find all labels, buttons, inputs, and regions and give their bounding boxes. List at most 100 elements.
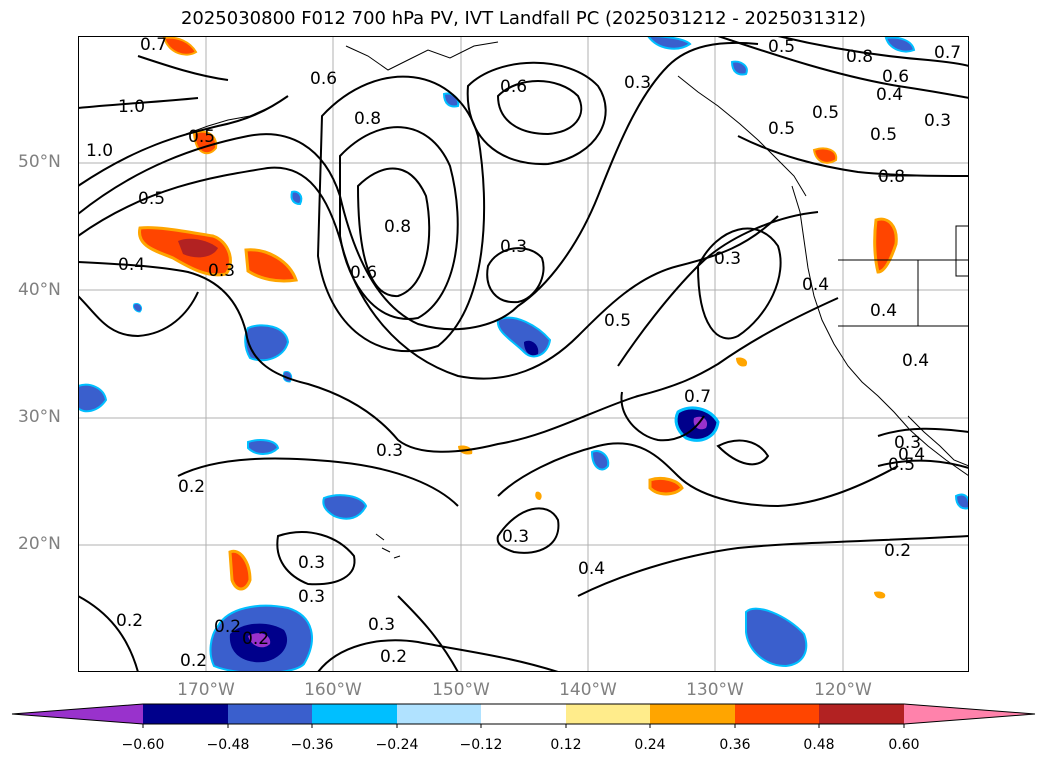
contour-label: 0.5 xyxy=(812,103,839,123)
contour-label: 0.2 xyxy=(116,611,143,631)
lon-label: 160°W xyxy=(304,680,362,700)
contour-line xyxy=(78,41,759,331)
contour-line xyxy=(486,247,545,304)
shading-blob xyxy=(535,491,542,500)
colorbar-swatch xyxy=(397,704,481,724)
pv-contours xyxy=(78,36,969,672)
baja-peninsula xyxy=(907,415,969,467)
contour-label: 0.3 xyxy=(624,73,651,93)
contour-line xyxy=(497,442,899,508)
alaska-coast xyxy=(345,41,499,71)
contour-label: 0.2 xyxy=(178,477,205,497)
map-panel: 0.7 0.6 0.5 0.8 0.6 1.0 0.8 0.5 0.6 0.3 … xyxy=(78,36,969,672)
shading-positive xyxy=(138,36,898,599)
lon-label: 120°W xyxy=(814,680,872,700)
contour-labels: 0.7 0.6 0.5 0.8 0.6 1.0 0.8 0.5 0.6 0.3 … xyxy=(86,36,961,671)
shading-blob xyxy=(178,238,218,258)
contour-label: 0.5 xyxy=(604,311,631,331)
colorbar-tick-label: 0.60 xyxy=(888,737,920,753)
shading-blob xyxy=(162,36,198,56)
contour-line xyxy=(317,639,559,672)
shading-blob xyxy=(884,36,916,53)
colorbar-swatch xyxy=(735,704,819,724)
shading-blob xyxy=(248,633,271,648)
contour-line xyxy=(577,535,969,597)
contour-label: 0.3 xyxy=(298,553,325,573)
contour-label: 1.0 xyxy=(86,141,113,161)
shading-blob xyxy=(954,493,969,510)
contour-label: 0.3 xyxy=(298,587,325,607)
contour-label: 0.3 xyxy=(208,261,235,281)
map-title: 2025030800 F012 700 hPa PV, IVT Landfall… xyxy=(180,8,867,29)
shading-blob xyxy=(290,190,303,206)
shading-blob xyxy=(496,316,552,358)
colorbar-tick-label: 0.36 xyxy=(719,737,751,753)
contour-label: 0.3 xyxy=(502,527,529,547)
contour-line xyxy=(466,61,607,166)
contour-line xyxy=(777,36,969,67)
shading-blob xyxy=(442,92,460,108)
colorbar-swatch xyxy=(312,704,397,724)
hawaii-islands xyxy=(375,533,401,559)
contour-label: 0.2 xyxy=(180,651,207,671)
contour-line xyxy=(356,167,431,298)
contour-label: 0.5 xyxy=(768,37,795,57)
contour-label: 0.4 xyxy=(876,85,903,105)
colorbar-ticks xyxy=(142,724,905,728)
contour-line xyxy=(696,227,782,340)
contour-label: 0.5 xyxy=(888,455,915,475)
colorbar-tick-label: −0.36 xyxy=(290,737,334,753)
colorbar-swatch xyxy=(143,704,228,724)
shading-blob xyxy=(133,303,143,313)
lat-label: 40°N xyxy=(18,280,61,300)
contour-label: 1.0 xyxy=(118,97,145,117)
colorbar-swatch xyxy=(819,704,904,724)
contour-line xyxy=(78,166,779,380)
contour-label: 0.4 xyxy=(902,351,929,371)
contour-label: 0.6 xyxy=(882,67,909,87)
west-coast xyxy=(791,185,969,477)
colorbar-swatch xyxy=(904,704,1035,724)
lat-label: 30°N xyxy=(18,407,61,427)
contour-label: 0.3 xyxy=(924,111,951,131)
contour-label: 0.5 xyxy=(188,127,215,147)
colorbar-swatch xyxy=(566,704,650,724)
colorbar-tick-label: −0.60 xyxy=(121,737,165,753)
colorbar-tick-label: −0.48 xyxy=(206,737,250,753)
lon-label: 130°W xyxy=(686,680,744,700)
contour-label: 0.4 xyxy=(118,255,145,275)
contour-line xyxy=(717,36,969,99)
contour-label: 0.3 xyxy=(500,237,527,257)
colorbar-swatch xyxy=(228,704,312,724)
contour-line xyxy=(339,126,459,321)
shading-blob xyxy=(874,591,886,599)
contour-label: 0.3 xyxy=(894,433,921,453)
lon-label: 150°W xyxy=(432,680,490,700)
shading-blob xyxy=(228,549,252,591)
contour-label: 0.2 xyxy=(380,647,407,667)
contour-label: 0.8 xyxy=(846,47,873,67)
shading-blob xyxy=(730,60,748,76)
contour-line xyxy=(737,135,969,177)
contour-line xyxy=(276,531,356,586)
contour-label: 0.5 xyxy=(870,125,897,145)
colorbar-tick-label: −0.12 xyxy=(459,737,503,753)
contour-line xyxy=(316,75,486,353)
contour-label: 0.3 xyxy=(714,249,741,269)
contour-line xyxy=(78,261,839,453)
shading-blob xyxy=(873,217,898,274)
lat-label: 20°N xyxy=(18,534,61,554)
shading-blob xyxy=(736,357,748,367)
colorbar-swatch xyxy=(481,704,566,724)
contour-label: 0.4 xyxy=(898,445,925,465)
contour-label: 0.7 xyxy=(934,43,961,63)
contour-line xyxy=(78,291,199,338)
colorbar-tick-label: 0.24 xyxy=(634,737,666,753)
shading-blob xyxy=(648,476,684,496)
graticule xyxy=(78,36,969,672)
contour-label: 0.5 xyxy=(138,189,165,209)
colorbar-tick-label: 0.48 xyxy=(803,737,835,753)
shading-blob xyxy=(244,324,290,362)
lat-label: 50°N xyxy=(18,152,61,172)
contour-label: 0.4 xyxy=(870,301,897,321)
